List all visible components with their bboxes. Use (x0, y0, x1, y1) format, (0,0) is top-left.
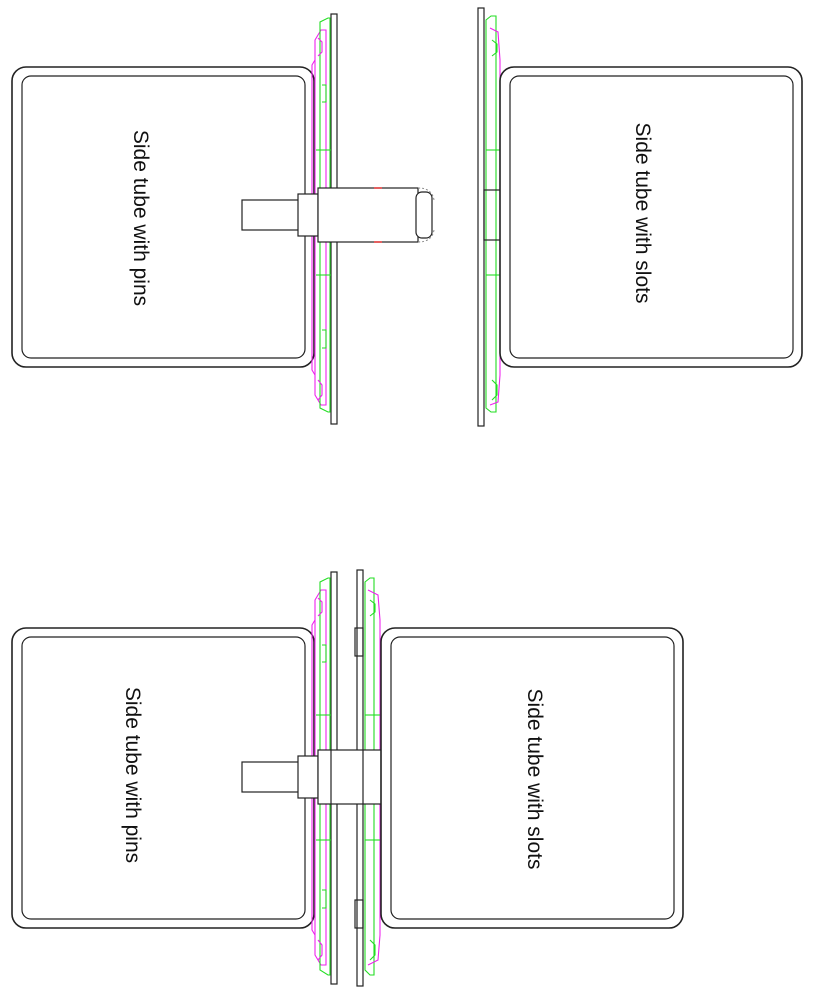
top-assembly-separated: Side tube with pins Side tube with slots (11, 7, 803, 427)
top-right-tube (499, 66, 803, 368)
bottom-right-tube-label: Side tube with slots (523, 689, 546, 870)
bottom-left-tube-label: Side tube with pins (121, 687, 144, 863)
top-right-tube-label: Side tube with slots (631, 123, 654, 304)
top-pin (241, 187, 435, 243)
top-right-plate (477, 7, 509, 427)
bottom-assembly-joined: Side tube with pins Side tube with slots (11, 569, 684, 987)
top-left-tube-label: Side tube with pins (129, 130, 152, 306)
bottom-right-tube (380, 627, 684, 929)
